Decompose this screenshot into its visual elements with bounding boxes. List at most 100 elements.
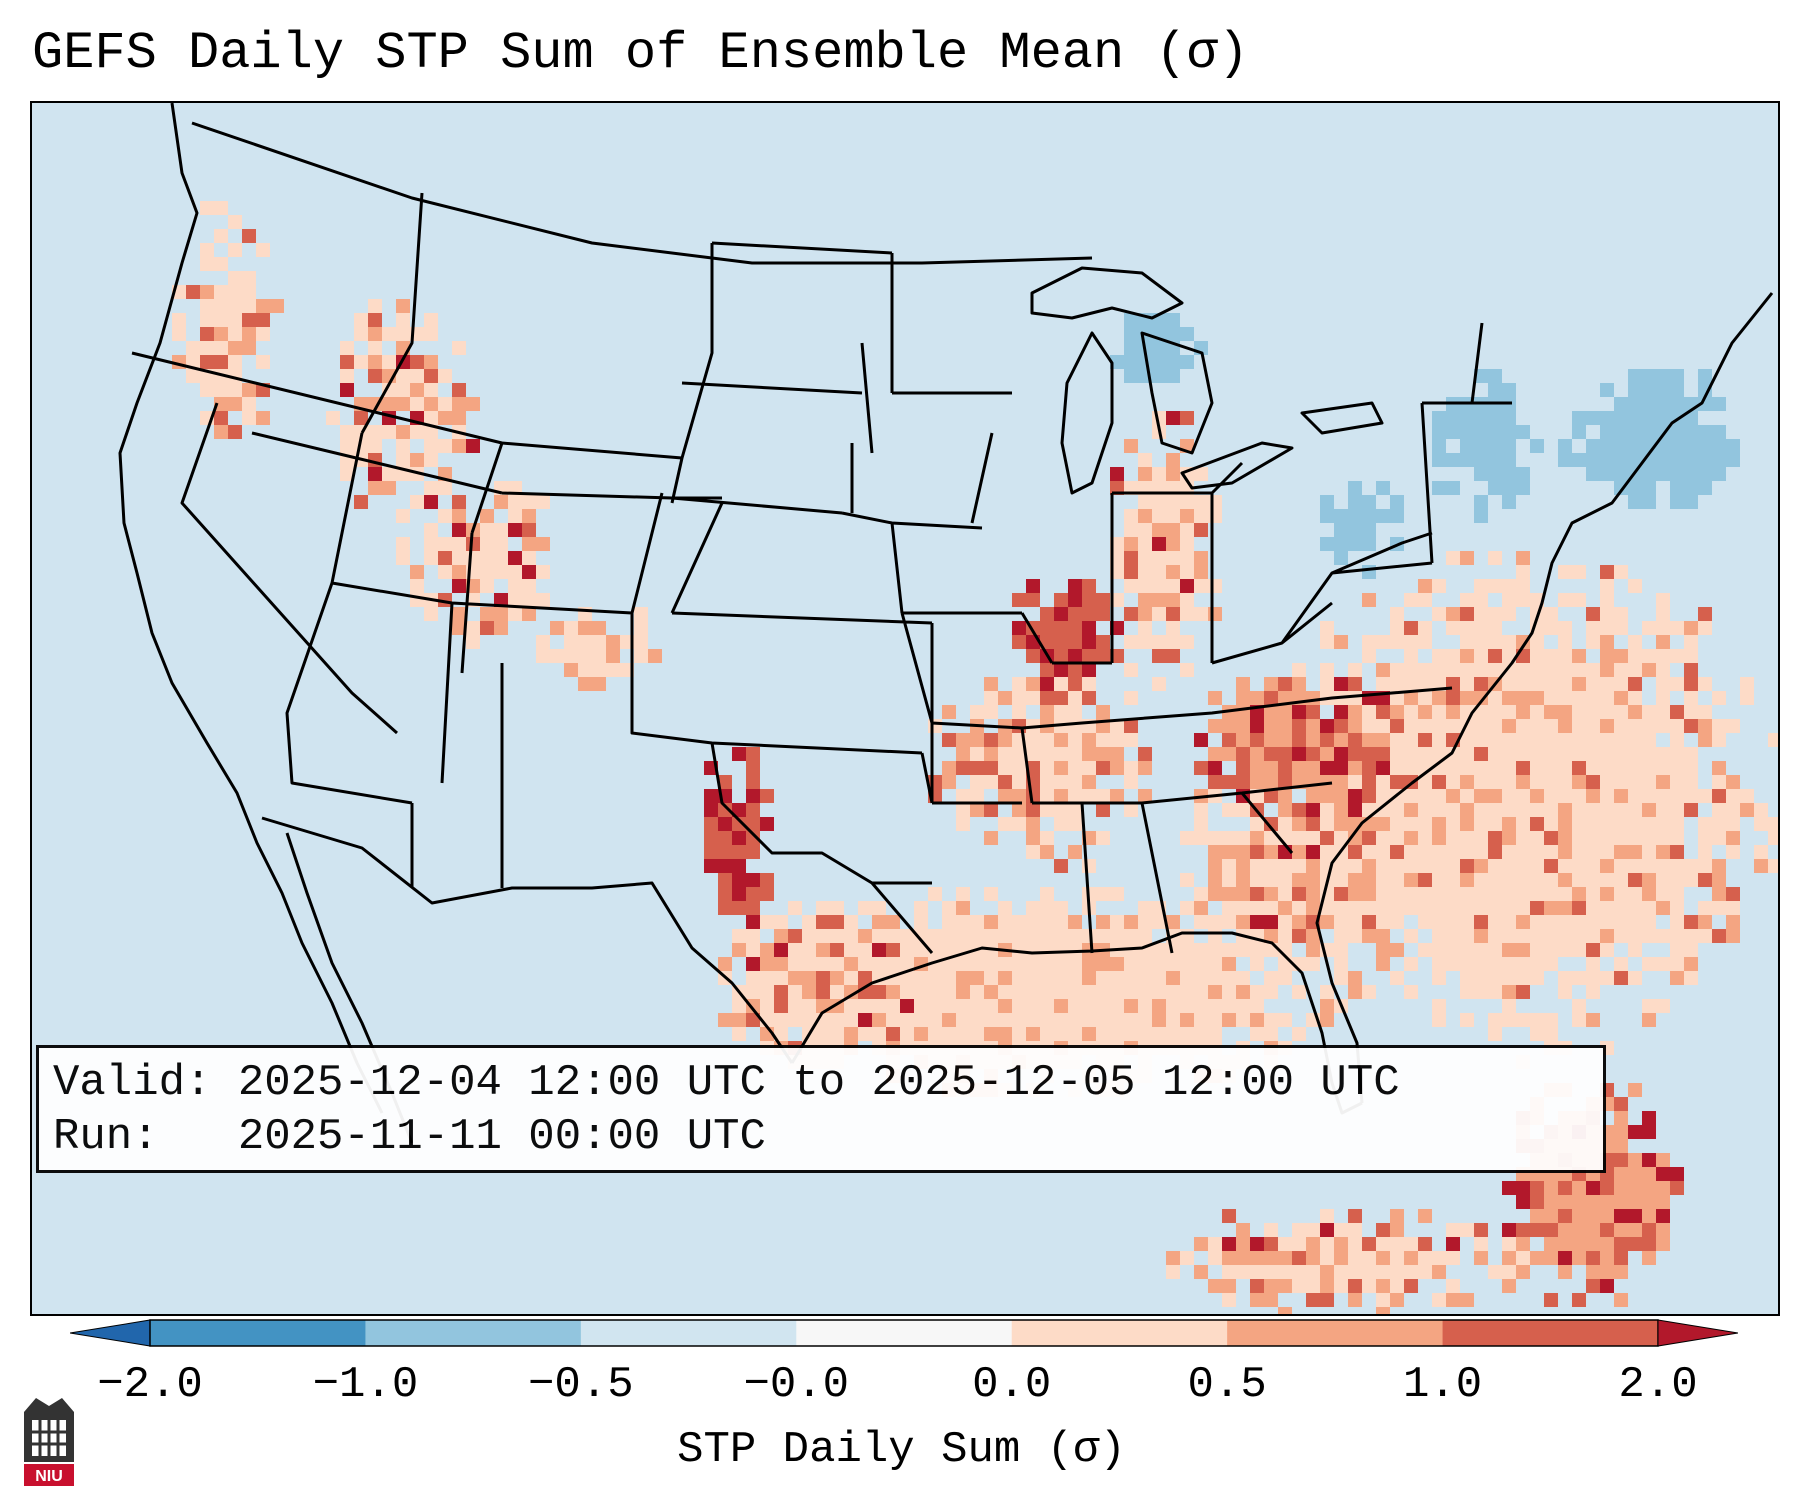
stp-cell — [1278, 761, 1292, 775]
stp-cell — [1068, 621, 1082, 635]
stp-cell — [508, 607, 522, 621]
stp-cell — [1264, 719, 1278, 733]
stp-cell — [438, 411, 452, 425]
stp-cell — [1488, 985, 1502, 999]
stp-cell — [1208, 929, 1222, 943]
stp-cell — [788, 943, 802, 957]
stp-cell — [1264, 859, 1278, 873]
stp-cell — [1516, 677, 1530, 691]
stp-cell — [396, 509, 410, 523]
stp-cell — [1474, 621, 1488, 635]
stp-cell — [1180, 1013, 1194, 1027]
stp-cell — [1222, 1251, 1236, 1265]
stp-cell — [1544, 621, 1558, 635]
stp-cell — [1320, 1013, 1334, 1027]
stp-cell — [396, 439, 410, 453]
stp-cell — [1418, 579, 1432, 593]
stp-cell — [1586, 453, 1600, 467]
stp-cell — [1656, 901, 1670, 915]
stp-cell — [914, 999, 928, 1013]
stp-cell — [1320, 915, 1334, 929]
stp-cell — [1110, 957, 1124, 971]
stp-cell — [872, 957, 886, 971]
stp-cell — [1180, 999, 1194, 1013]
stp-cell — [1488, 551, 1502, 565]
stp-cell — [1460, 677, 1474, 691]
stp-cell — [1558, 873, 1572, 887]
stp-cell — [1306, 887, 1320, 901]
stp-cell — [1474, 957, 1488, 971]
stp-cell — [1040, 831, 1054, 845]
stp-cell — [1124, 439, 1138, 453]
stp-cell — [1068, 775, 1082, 789]
stp-cell — [1432, 873, 1446, 887]
stp-cell — [1404, 887, 1418, 901]
stp-cell — [984, 929, 998, 943]
stp-cell — [1124, 355, 1138, 369]
stp-cell — [1152, 509, 1166, 523]
stp-cell — [1670, 761, 1684, 775]
stp-cell — [1628, 1125, 1642, 1139]
stp-cell — [1138, 635, 1152, 649]
stp-cell — [438, 509, 452, 523]
stp-cell — [1474, 369, 1488, 383]
stp-cell — [1460, 453, 1474, 467]
stp-cell — [1250, 859, 1264, 873]
stp-cell — [718, 859, 732, 873]
stp-cell — [1236, 971, 1250, 985]
stp-cell — [1614, 719, 1628, 733]
stp-cell — [1460, 817, 1474, 831]
stp-cell — [1446, 453, 1460, 467]
stp-cell — [1404, 859, 1418, 873]
stp-cell — [1348, 509, 1362, 523]
stp-cell — [1264, 1013, 1278, 1027]
stp-cell — [830, 971, 844, 985]
stp-cell — [1488, 467, 1502, 481]
stp-cell — [1334, 733, 1348, 747]
colorbar-over-triangle — [1657, 1319, 1738, 1347]
stp-cell — [1586, 943, 1600, 957]
stp-cell — [1180, 565, 1194, 579]
stp-cell — [1558, 593, 1572, 607]
stp-cell — [844, 929, 858, 943]
stp-cell — [746, 887, 760, 901]
stp-cell — [1222, 747, 1236, 761]
stp-cell — [1320, 775, 1334, 789]
stp-cell — [1614, 803, 1628, 817]
stp-cell — [858, 943, 872, 957]
stp-cell — [1152, 635, 1166, 649]
stp-cell — [914, 971, 928, 985]
stp-cell — [858, 929, 872, 943]
stp-cell — [1152, 677, 1166, 691]
stp-cell — [1194, 915, 1208, 929]
stp-cell — [1502, 1237, 1516, 1251]
stp-cell — [1544, 831, 1558, 845]
stp-cell — [1698, 733, 1712, 747]
stp-cell — [1628, 383, 1642, 397]
stp-cell — [1082, 691, 1096, 705]
stp-cell — [1586, 1251, 1600, 1265]
stp-cell — [1614, 1125, 1628, 1139]
stp-cell — [1572, 1293, 1586, 1307]
stp-cell — [914, 985, 928, 999]
stp-cell — [1390, 621, 1404, 635]
stp-cell — [1446, 411, 1460, 425]
stp-cell — [1306, 957, 1320, 971]
stp-cell — [774, 971, 788, 985]
stp-cell — [1264, 789, 1278, 803]
stp-cell — [816, 957, 830, 971]
stp-cell — [214, 229, 228, 243]
stp-cell — [1250, 1237, 1264, 1251]
stp-cell — [1684, 439, 1698, 453]
niu-logo: NIU — [24, 1398, 74, 1486]
stp-cell — [1432, 859, 1446, 873]
stp-cell — [1208, 747, 1222, 761]
stp-cell — [424, 551, 438, 565]
stp-cell — [452, 565, 466, 579]
stp-cell — [1558, 1195, 1572, 1209]
stp-cell — [1586, 747, 1600, 761]
stp-cell — [200, 313, 214, 327]
stp-cell — [1432, 453, 1446, 467]
stp-cell — [1250, 873, 1264, 887]
stp-cell — [1600, 1209, 1614, 1223]
